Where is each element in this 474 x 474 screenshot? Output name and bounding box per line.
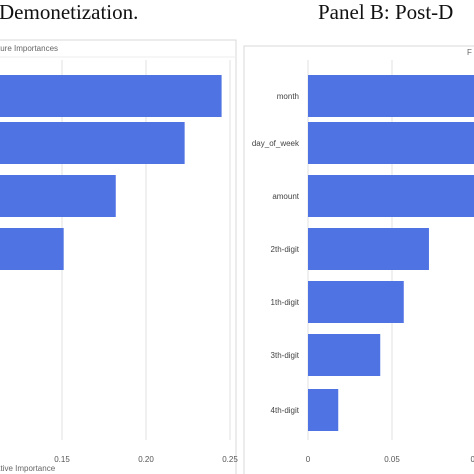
panel-b-bar bbox=[308, 228, 429, 270]
panel-a-tick-label: 0.20 bbox=[138, 455, 154, 464]
panel-b-bar bbox=[308, 122, 474, 164]
panel-a-chart: ture Importances 0.15 0.20 0.25 ative Impo… bbox=[0, 39, 238, 474]
panel-b-category-label: amount bbox=[272, 192, 299, 201]
panel-b-subtitle: F bbox=[467, 48, 472, 57]
panel-b-category-label: 2th-digit bbox=[271, 245, 300, 254]
panel-a-bar bbox=[0, 75, 222, 117]
panel-b-category-label: 1th-digit bbox=[271, 298, 300, 307]
panel-a-subtitle: ture Importances bbox=[0, 44, 58, 53]
panel-a-title: -Demonetization. bbox=[0, 0, 139, 24]
panel-b-category-label: month bbox=[277, 92, 299, 101]
panel-a-tick-label: 0.15 bbox=[54, 455, 70, 464]
panel-b-category-label: day_of_week bbox=[252, 139, 300, 148]
panel-b-bar bbox=[308, 75, 474, 117]
panel-a-bar bbox=[0, 122, 185, 164]
panel-b-category-label: 4th-digit bbox=[271, 406, 300, 415]
panel-b-bar bbox=[308, 389, 339, 431]
panel-b-bar bbox=[308, 281, 404, 323]
panel-a-bar bbox=[0, 175, 116, 217]
panel-b-category-label: 3th-digit bbox=[271, 351, 300, 360]
panel-a-tick-label: 0.25 bbox=[222, 455, 238, 464]
panel-b-tick-label: 0.05 bbox=[384, 455, 400, 464]
panel-b-bar bbox=[308, 334, 381, 376]
panel-a-bar bbox=[0, 228, 64, 270]
panel-b-tick-label: 0 bbox=[306, 455, 311, 464]
panel-b-title: Panel B: Post-D bbox=[318, 0, 454, 24]
panel-b-bar bbox=[308, 175, 474, 217]
panel-b-tick-label: 0.1 bbox=[470, 455, 474, 464]
panel-a-xlabel: ative Importance bbox=[0, 464, 56, 473]
